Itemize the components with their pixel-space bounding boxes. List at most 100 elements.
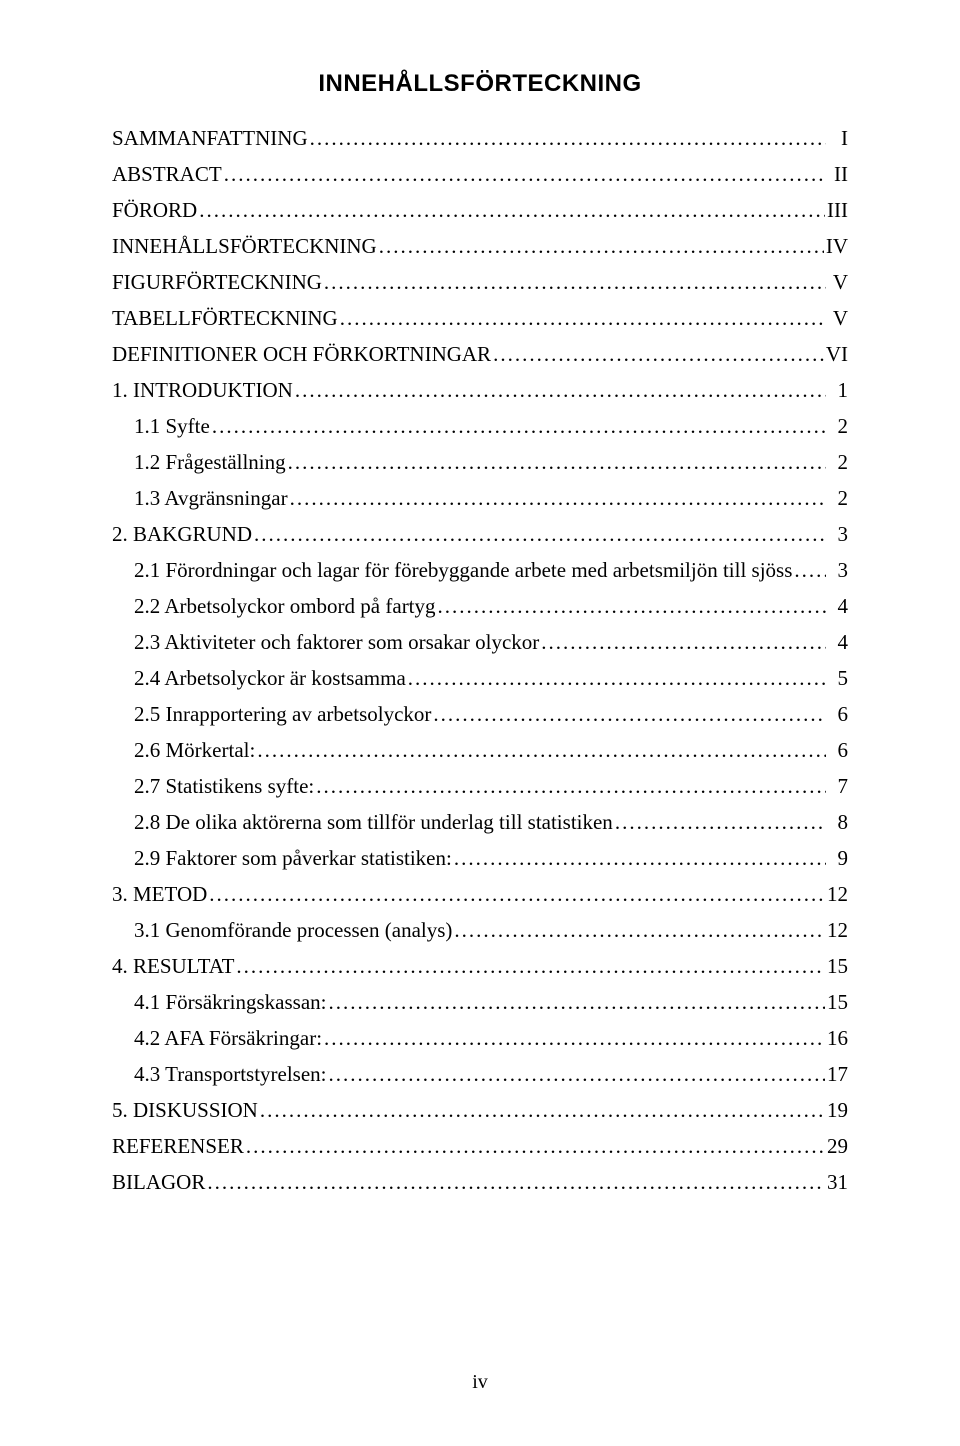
toc-entry-page: III bbox=[827, 198, 848, 223]
toc-entry-label: 3. METOD bbox=[112, 882, 207, 907]
toc-entry-page: V bbox=[828, 306, 848, 331]
toc-entry-page: 1 bbox=[828, 378, 848, 403]
toc-entry-label: 4.3 Transportstyrelsen: bbox=[134, 1062, 327, 1087]
toc-entry: 2.3 Aktiviteter och faktorer som orsakar… bbox=[112, 630, 848, 655]
toc-entry: 4.1 Försäkringskassan: 15 bbox=[112, 990, 848, 1015]
toc-entry-label: 1. INTRODUKTION bbox=[112, 378, 293, 403]
toc-entry-label: 2.1 Förordningar och lagar för förebygga… bbox=[134, 558, 792, 583]
toc-leader-dots bbox=[246, 1134, 825, 1159]
toc-entry-label: REFERENSER bbox=[112, 1134, 244, 1159]
toc-leader-dots bbox=[408, 666, 826, 691]
toc-entry-page: 9 bbox=[828, 846, 848, 871]
toc-entry-label: 1.1 Syfte bbox=[134, 414, 210, 439]
toc-entry-page: 19 bbox=[827, 1098, 848, 1123]
toc-leader-dots bbox=[207, 1170, 825, 1195]
toc-entry: 2.8 De olika aktörerna som tillför under… bbox=[112, 810, 848, 835]
toc-list: SAMMANFATTNING I ABSTRACT II FÖRORD III INNEHÅ… bbox=[112, 126, 848, 1195]
toc-leader-dots bbox=[438, 594, 826, 619]
toc-entry: 2.9 Faktorer som påverkar statistiken: 9 bbox=[112, 846, 848, 871]
toc-entry-page: 7 bbox=[828, 774, 848, 799]
toc-entry: FÖRORD III bbox=[112, 198, 848, 223]
toc-entry: INNEHÅLLSFÖRTECKNINGIV bbox=[112, 234, 848, 259]
toc-entry-label: SAMMANFATTNING bbox=[112, 126, 308, 151]
toc-leader-dots bbox=[257, 738, 826, 763]
toc-entry-label: 2.8 De olika aktörerna som tillför under… bbox=[134, 810, 613, 835]
toc-entry-label: 5. DISKUSSION bbox=[112, 1098, 258, 1123]
toc-entry-label: ABSTRACT bbox=[112, 162, 222, 187]
toc-entry-label: 1.2 Frågeställning bbox=[134, 450, 286, 475]
toc-entry-label: 2.6 Mörkertal: bbox=[134, 738, 255, 763]
toc-entry-page: 8 bbox=[828, 810, 848, 835]
toc-leader-dots bbox=[541, 630, 826, 655]
page-container: INNEHÅLLSFÖRTECKNING SAMMANFATTNING I ABST… bbox=[0, 0, 960, 1446]
toc-entry: 1.1 Syfte 2 bbox=[112, 414, 848, 439]
toc-entry-label: 2.3 Aktiviteter och faktorer som orsakar… bbox=[134, 630, 539, 655]
toc-entry: 5. DISKUSSION 19 bbox=[112, 1098, 848, 1123]
toc-entry-label: 4. RESULTAT bbox=[112, 954, 234, 979]
toc-entry-label: INNEHÅLLSFÖRTECKNING bbox=[112, 234, 377, 259]
toc-entry: 4.3 Transportstyrelsen: 17 bbox=[112, 1062, 848, 1087]
toc-leader-dots bbox=[379, 234, 824, 259]
toc-entry-label: TABELLFÖRTECKNING bbox=[112, 306, 338, 331]
toc-entry-page: 3 bbox=[828, 522, 848, 547]
toc-entry-label: FIGURFÖRTECKNING bbox=[112, 270, 322, 295]
toc-entry: REFERENSER 29 bbox=[112, 1134, 848, 1159]
toc-entry-page: VI bbox=[826, 342, 848, 367]
toc-leader-dots bbox=[260, 1098, 825, 1123]
toc-entry-label: 2.9 Faktorer som påverkar statistiken: bbox=[134, 846, 452, 871]
toc-entry-label: BILAGOR bbox=[112, 1170, 205, 1195]
toc-entry: 1. INTRODUKTION 1 bbox=[112, 378, 848, 403]
toc-entry-page: 4 bbox=[828, 594, 848, 619]
toc-leader-dots bbox=[212, 414, 826, 439]
toc-entry-page: 5 bbox=[828, 666, 848, 691]
toc-entry-label: 4.2 AFA Försäkringar: bbox=[134, 1026, 322, 1051]
toc-leader-dots bbox=[329, 990, 826, 1015]
toc-leader-dots bbox=[236, 954, 825, 979]
toc-leader-dots bbox=[290, 486, 826, 511]
toc-entry-page: I bbox=[828, 126, 848, 151]
toc-entry-page: II bbox=[828, 162, 848, 187]
toc-entry: 2. BAKGRUND 3 bbox=[112, 522, 848, 547]
toc-entry: DEFINITIONER OCH FÖRKORTNINGAR VI bbox=[112, 342, 848, 367]
toc-leader-dots bbox=[324, 270, 826, 295]
toc-entry-page: 12 bbox=[827, 882, 848, 907]
toc-entry-page: 15 bbox=[827, 954, 848, 979]
toc-leader-dots bbox=[493, 342, 824, 367]
toc-entry-label: 3.1 Genomförande processen (analys) bbox=[134, 918, 452, 943]
toc-entry-label: 2. BAKGRUND bbox=[112, 522, 252, 547]
toc-entry-page: 16 bbox=[827, 1026, 848, 1051]
toc-entry: 2.1 Förordningar och lagar för förebygga… bbox=[112, 558, 848, 583]
toc-entry-label: DEFINITIONER OCH FÖRKORTNINGAR bbox=[112, 342, 491, 367]
toc-entry-page: 15 bbox=[827, 990, 848, 1015]
toc-entry-label: 4.1 Försäkringskassan: bbox=[134, 990, 327, 1015]
toc-entry: 1.2 Frågeställning 2 bbox=[112, 450, 848, 475]
toc-entry: FIGURFÖRTECKNINGV bbox=[112, 270, 848, 295]
toc-entry-label: 2.5 Inrapportering av arbetsolyckor bbox=[134, 702, 431, 727]
toc-entry-page: 6 bbox=[828, 702, 848, 727]
toc-entry-page: 2 bbox=[828, 414, 848, 439]
toc-leader-dots bbox=[454, 918, 825, 943]
toc-entry-label: FÖRORD bbox=[112, 198, 197, 223]
toc-leader-dots bbox=[224, 162, 826, 187]
toc-entry-label: 2.4 Arbetsolyckor är kostsamma bbox=[134, 666, 406, 691]
toc-entry: ABSTRACT II bbox=[112, 162, 848, 187]
toc-leader-dots bbox=[316, 774, 826, 799]
toc-entry: BILAGOR31 bbox=[112, 1170, 848, 1195]
toc-entry-page: 12 bbox=[827, 918, 848, 943]
toc-entry-label: 2.7 Statistikens syfte: bbox=[134, 774, 314, 799]
toc-leader-dots bbox=[310, 126, 826, 151]
toc-entry: TABELLFÖRTECKNING V bbox=[112, 306, 848, 331]
toc-entry-page: 6 bbox=[828, 738, 848, 763]
toc-entry-page: 29 bbox=[827, 1134, 848, 1159]
toc-entry: 1.3 Avgränsningar2 bbox=[112, 486, 848, 511]
page-title: INNEHÅLLSFÖRTECKNING bbox=[112, 70, 848, 98]
page-number: iv bbox=[0, 1371, 960, 1394]
toc-entry-page: 17 bbox=[827, 1062, 848, 1087]
toc-leader-dots bbox=[199, 198, 825, 223]
toc-leader-dots bbox=[288, 450, 826, 475]
toc-entry-page: 2 bbox=[828, 450, 848, 475]
toc-entry: 2.7 Statistikens syfte: 7 bbox=[112, 774, 848, 799]
toc-leader-dots bbox=[615, 810, 826, 835]
toc-leader-dots bbox=[324, 1026, 825, 1051]
toc-leader-dots bbox=[295, 378, 826, 403]
